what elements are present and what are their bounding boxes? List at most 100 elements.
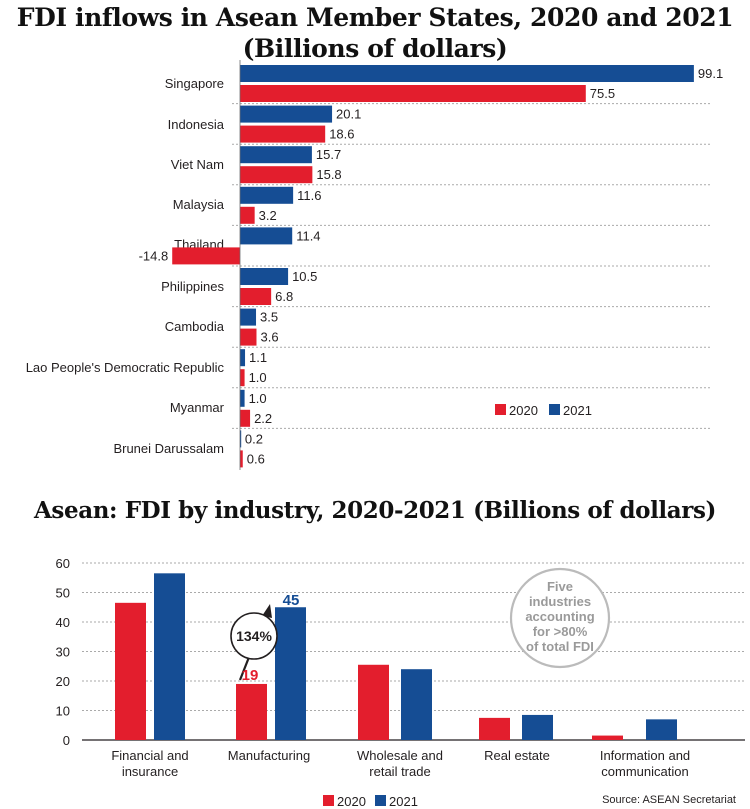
legend-swatch-2021	[375, 795, 386, 806]
bar-2021	[154, 573, 185, 740]
y-tick-label: 20	[56, 674, 70, 689]
manufacturing-2021-label: 45	[283, 592, 300, 609]
value-label-2021: 11.4	[296, 228, 320, 243]
value-label-2021: 11.6	[297, 188, 321, 203]
value-label-2021: 15.7	[316, 147, 341, 162]
category-label: Information and	[600, 748, 690, 763]
y-tick-label: 30	[56, 645, 70, 660]
country-label: Indonesia	[168, 117, 225, 132]
value-label-2020: 6.8	[275, 289, 293, 304]
value-label-2021: 99.1	[698, 66, 723, 81]
value-label-2020: 2.2	[254, 411, 272, 426]
bar-2021	[240, 146, 312, 164]
category-label: Financial and	[111, 748, 188, 763]
value-label-2021: 3.5	[260, 310, 278, 325]
bar-2021	[646, 719, 677, 740]
country-label: Singapore	[165, 76, 224, 91]
category-label: Wholesale and	[357, 748, 443, 763]
value-label-2020: 0.6	[247, 451, 265, 466]
bar-2021	[240, 389, 245, 407]
bar-2020	[592, 735, 623, 740]
callout-circle	[509, 567, 611, 669]
y-tick-label: 60	[56, 556, 70, 571]
bar-2021	[240, 349, 246, 367]
value-label-2020: 1.0	[249, 370, 267, 385]
growth-circle	[230, 612, 278, 660]
bar-2020	[240, 166, 313, 184]
y-tick-label: 0	[63, 733, 70, 748]
bar-2021	[240, 430, 242, 448]
callout-text-line: accounting	[525, 609, 594, 624]
bar-2021	[240, 227, 293, 245]
legend-swatch-2021	[549, 404, 560, 415]
callout-text-line: for >80%	[533, 624, 588, 639]
top-chart-title-line2: (Billions of dollars)	[242, 34, 508, 63]
legend-label-2021: 2021	[389, 794, 418, 809]
bar-2021	[522, 714, 553, 740]
bar-2020	[240, 206, 255, 224]
bar-2020	[240, 369, 245, 387]
value-label-2021: 1.0	[249, 391, 267, 406]
category-label: retail trade	[369, 764, 430, 779]
bar-2020	[240, 288, 272, 305]
bar-2020	[240, 409, 251, 427]
value-label-2020: 3.2	[259, 208, 277, 223]
callout-text-line: industries	[529, 594, 591, 609]
country-label: Viet Nam	[171, 157, 224, 172]
top-chart-title-line1: FDI inflows in Asean Member States, 2020…	[16, 3, 734, 32]
legend-label-2020: 2020	[509, 403, 538, 418]
bar-2021	[240, 308, 257, 326]
y-tick-label: 10	[56, 704, 70, 719]
y-tick-label: 50	[56, 586, 70, 601]
value-label-2020: -14.8	[139, 248, 169, 263]
bar-2020	[115, 602, 146, 740]
bar-2021	[240, 268, 289, 285]
country-label: Myanmar	[170, 400, 225, 415]
value-label-2020: 15.8	[316, 167, 341, 182]
category-label: Manufacturing	[228, 748, 310, 763]
source-note: Source: ASEAN Secretariat	[602, 794, 736, 806]
country-label: Brunei Darussalam	[113, 441, 224, 456]
category-label: communication	[601, 764, 688, 779]
bar-2020	[240, 450, 243, 468]
bar-2020	[479, 717, 510, 740]
callout-text-line: Five	[547, 579, 573, 594]
callout-text-line: of total FDI	[526, 639, 594, 654]
category-label: Real estate	[484, 748, 550, 763]
value-label-2021: 0.2	[245, 431, 263, 446]
country-label: Cambodia	[165, 319, 225, 334]
bar-2020	[240, 328, 257, 346]
legend-label-2021: 2021	[563, 403, 592, 418]
category-label: insurance	[122, 764, 178, 779]
bar-2021	[240, 105, 333, 123]
bar-2021	[401, 669, 432, 740]
value-label-2021: 20.1	[336, 107, 361, 122]
growth-label: 134%	[236, 628, 272, 644]
country-label: Lao People's Democratic Republic	[26, 360, 225, 375]
legend-swatch-2020	[495, 404, 506, 415]
value-label-2020: 18.6	[329, 127, 354, 142]
bar-2020	[358, 664, 389, 740]
bar-2021	[240, 186, 294, 204]
value-label-2021: 1.1	[249, 350, 267, 365]
top-bar-chart: Singapore 99.1 75.5 Indonesia 20.1 18.6 Viet N…	[26, 60, 723, 470]
legend-swatch-2020	[323, 795, 334, 806]
bar-2020	[172, 247, 240, 265]
legend-label-2020: 2020	[337, 794, 366, 809]
bar-2020	[236, 683, 267, 740]
country-label: Philippines	[161, 279, 224, 294]
value-label-2020: 75.5	[590, 86, 615, 101]
bar-2021	[240, 65, 694, 82]
country-label: Malaysia	[173, 197, 225, 212]
value-label-2020: 3.6	[260, 330, 278, 345]
y-tick-label: 40	[56, 615, 70, 630]
bar-2020	[240, 125, 326, 143]
bar-2020	[240, 85, 586, 102]
bar-2021	[275, 607, 306, 740]
growth-arrow-head	[262, 604, 272, 618]
bottom-chart-title: Asean: FDI by industry, 2020-2021 (Billi…	[33, 497, 717, 524]
value-label-2021: 10.5	[292, 269, 317, 284]
top-chart-title: FDI inflows in Asean Member States, 2020…	[0, 2, 750, 64]
manufacturing-2020-label: 19	[242, 667, 259, 684]
